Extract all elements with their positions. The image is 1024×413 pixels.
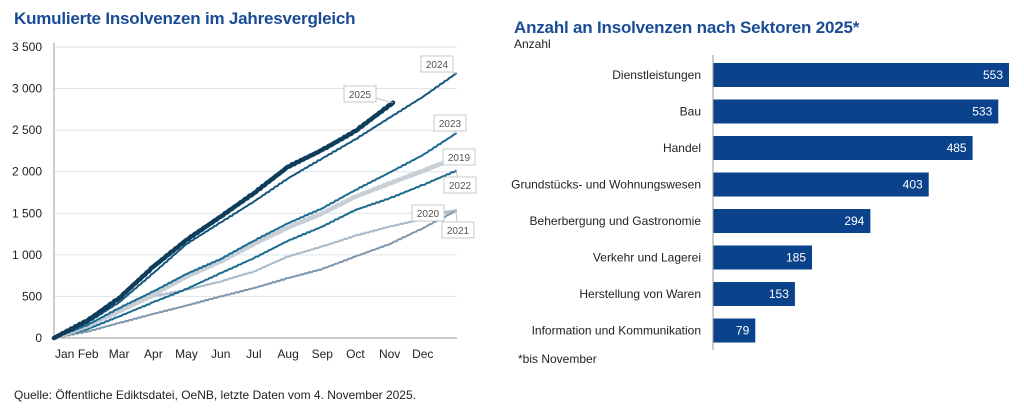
y-tick-label: 500 — [22, 289, 42, 303]
bar-chart-title: Anzahl an Insolvenzen nach Sektoren 2025… — [514, 18, 860, 37]
series-label-box — [443, 176, 477, 194]
category-label: Handel — [663, 141, 701, 155]
x-tick-label: May — [175, 347, 198, 361]
bar-8 — [713, 318, 756, 343]
line-chart-title: Kumulierte Insolvenzen im Jahresvergleic… — [14, 9, 356, 28]
bar-1 — [713, 63, 1009, 87]
y-tick-label: 3 000 — [12, 82, 42, 96]
bar-5 — [713, 209, 871, 233]
series-label-box — [442, 148, 476, 166]
bar-value-label: 485 — [947, 141, 967, 155]
series-line-2019 — [51, 156, 455, 341]
bar-7 — [713, 282, 795, 306]
category-label: Beherbergung und Gastronomie — [530, 214, 702, 228]
series-label-box — [420, 55, 454, 73]
series-label: 2023 — [439, 119, 462, 130]
bar-chart-unit: Anzahl — [514, 37, 551, 51]
category-label: Information und Kommunikation — [532, 324, 701, 338]
series-label-box — [441, 221, 475, 239]
bar-6 — [713, 245, 813, 270]
category-label: Grundstücks- und Wohnungswesen — [511, 178, 701, 192]
x-tick-label: Feb — [78, 347, 99, 361]
category-label: Herstellung von Waren — [579, 287, 701, 301]
x-tick-label: Nov — [379, 347, 400, 361]
series-line-2025 — [51, 100, 396, 341]
series-label: 2021 — [447, 226, 470, 237]
series-line-2021 — [53, 209, 457, 339]
bar-value-label: 553 — [983, 68, 1003, 82]
bar-value-label: 403 — [903, 178, 923, 192]
line-chart: 0 500 1 000 1 500 2 000 2 500 3 000 3 500 Jan Feb… — [12, 40, 477, 361]
y-tick-label: 2 000 — [12, 165, 42, 179]
y-tick-label: 1 000 — [12, 248, 42, 262]
series-label-box — [411, 204, 445, 222]
category-label: Dienstleistungen — [612, 68, 701, 82]
x-tick-label: Aug — [277, 347, 298, 361]
bar-3 — [713, 136, 973, 160]
bar-value-label: 533 — [972, 105, 992, 119]
series-label: 2019 — [448, 153, 471, 164]
bar-2 — [713, 99, 999, 124]
x-tick-label: Oct — [346, 347, 365, 361]
x-tick-label: Dec — [412, 347, 433, 361]
series-label-box — [433, 114, 467, 132]
series-label: 2025 — [349, 90, 372, 101]
x-tick-label: Jun — [211, 347, 230, 361]
category-label: Verkehr und Lagerei — [593, 251, 701, 265]
series-label-box — [343, 85, 377, 103]
bar-value-label: 153 — [769, 287, 789, 301]
y-tick-label: 1 500 — [12, 206, 42, 220]
y-tick-label: 0 — [35, 331, 42, 345]
x-tick-label: Apr — [144, 347, 163, 361]
series-line-2023 — [53, 132, 457, 339]
bar-value-label: 294 — [844, 214, 864, 228]
series-label: 2020 — [417, 209, 440, 220]
bar-value-label: 79 — [736, 324, 750, 338]
bar-chart-note: *bis November — [518, 352, 597, 366]
category-label: Bau — [680, 105, 701, 119]
bar-value-label: 185 — [786, 251, 806, 265]
x-tick-label: Sep — [312, 347, 334, 361]
bar-4 — [713, 172, 929, 197]
x-tick-label: Mar — [109, 347, 130, 361]
series-line-2024 — [53, 72, 457, 339]
series-line-2022 — [53, 169, 457, 339]
bar-chart: Dienstleistungen 553 Bau 533 Handel 485 Grunds… — [511, 55, 1009, 350]
x-tick-label: Jan — [55, 347, 74, 361]
x-tick-label: Jul — [246, 347, 261, 361]
series-label: 2024 — [426, 60, 449, 71]
source-note: Quelle: Öffentliche Ediktsdatei, OeNB, l… — [14, 388, 416, 402]
y-tick-label: 3 500 — [12, 40, 42, 54]
y-tick-label: 2 500 — [12, 123, 42, 137]
series-label: 2022 — [449, 181, 472, 192]
